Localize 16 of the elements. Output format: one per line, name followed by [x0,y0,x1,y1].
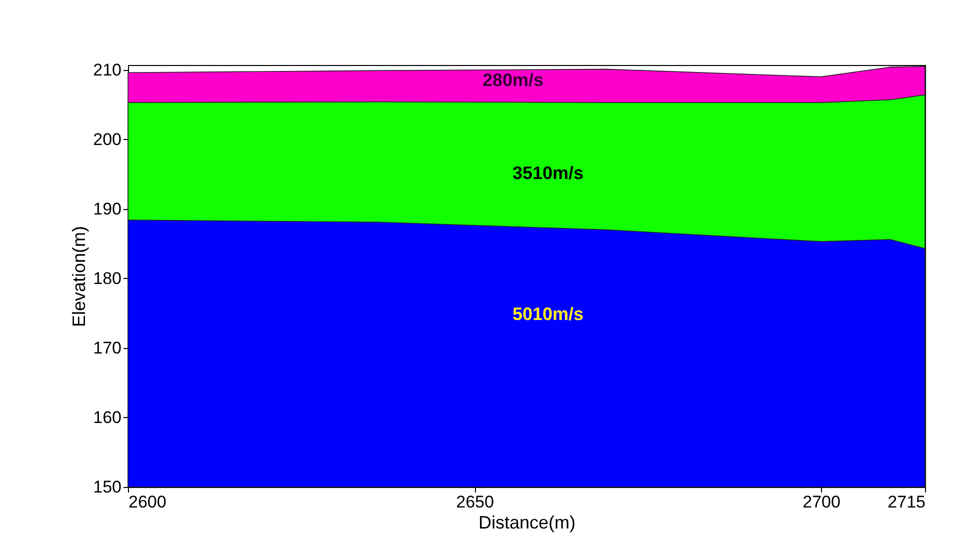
annotation: 280m/s [482,70,544,90]
annotation: 3510m/s [512,163,584,183]
y-tick-label: 170 [93,338,122,358]
x-tick-label: 2700 [802,492,840,512]
x-tick-label: 2715 [888,492,926,512]
y-tick-label: 210 [93,60,122,80]
y-tick-label: 200 [93,130,122,149]
y-tick-label: 190 [93,199,122,218]
annotation: 5010m/s [512,304,584,324]
y-tick-label: 180 [93,268,122,288]
y-axis-title: Elevation(m) [69,226,90,328]
y-tick-label: 150 [93,478,122,496]
x-tick-label: 2600 [128,492,166,512]
x-tick-label: 2650 [456,492,494,512]
y-tick-label: 160 [93,408,122,427]
x-axis-title: Distance(m) [478,512,576,532]
